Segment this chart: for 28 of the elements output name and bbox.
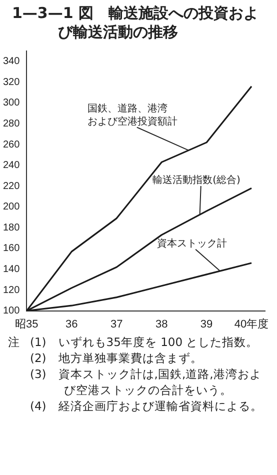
- x-tick-label: 昭35: [15, 318, 38, 330]
- y-tick-label: 300: [2, 98, 20, 109]
- chart-title: 1—3—1 図 輸送施設への投資および輸送活動の推移: [11, 3, 260, 42]
- text: (3) 資本ストック計は,国鉄,道路,港湾および空港ストックの合計をいう。: [30, 366, 262, 398]
- y-tick-label: 180: [2, 222, 20, 234]
- x-tick-label: 37: [110, 318, 123, 330]
- text: (1) いずれも35年度を 100 とした指数。: [30, 334, 260, 350]
- series-label: 輸送活動指数(総合): [152, 174, 240, 186]
- y-tick-label: 280: [2, 118, 20, 130]
- x-tick-label: 39: [200, 318, 213, 330]
- y-tick-label: 260: [2, 139, 20, 150]
- y-tick-label: 160: [2, 243, 20, 254]
- y-tick-label: 120: [2, 284, 20, 296]
- x-tick-label: 40年度: [234, 317, 269, 330]
- text: 注: [8, 334, 20, 350]
- x-tick-label: 36: [66, 318, 78, 330]
- text: (2) 地方単独事業費は含まず。: [30, 350, 204, 366]
- y-tick-label: 200: [2, 202, 20, 213]
- y-tick-label: 340: [2, 56, 20, 68]
- text: (4) 経済企画庁および運輸省資料による。: [30, 398, 264, 414]
- y-tick-label: 140: [2, 264, 20, 275]
- y-tick-label: 100: [2, 306, 20, 317]
- y-tick-label: 240: [2, 160, 20, 172]
- y-tick-label: 220: [2, 180, 20, 192]
- y-tick-label: 320: [2, 76, 20, 88]
- x-tick-label: 38: [155, 318, 168, 330]
- series-label: 資本ストック計: [157, 237, 228, 250]
- text: 国鉄、道路、港湾および空港投資額計: [87, 102, 178, 128]
